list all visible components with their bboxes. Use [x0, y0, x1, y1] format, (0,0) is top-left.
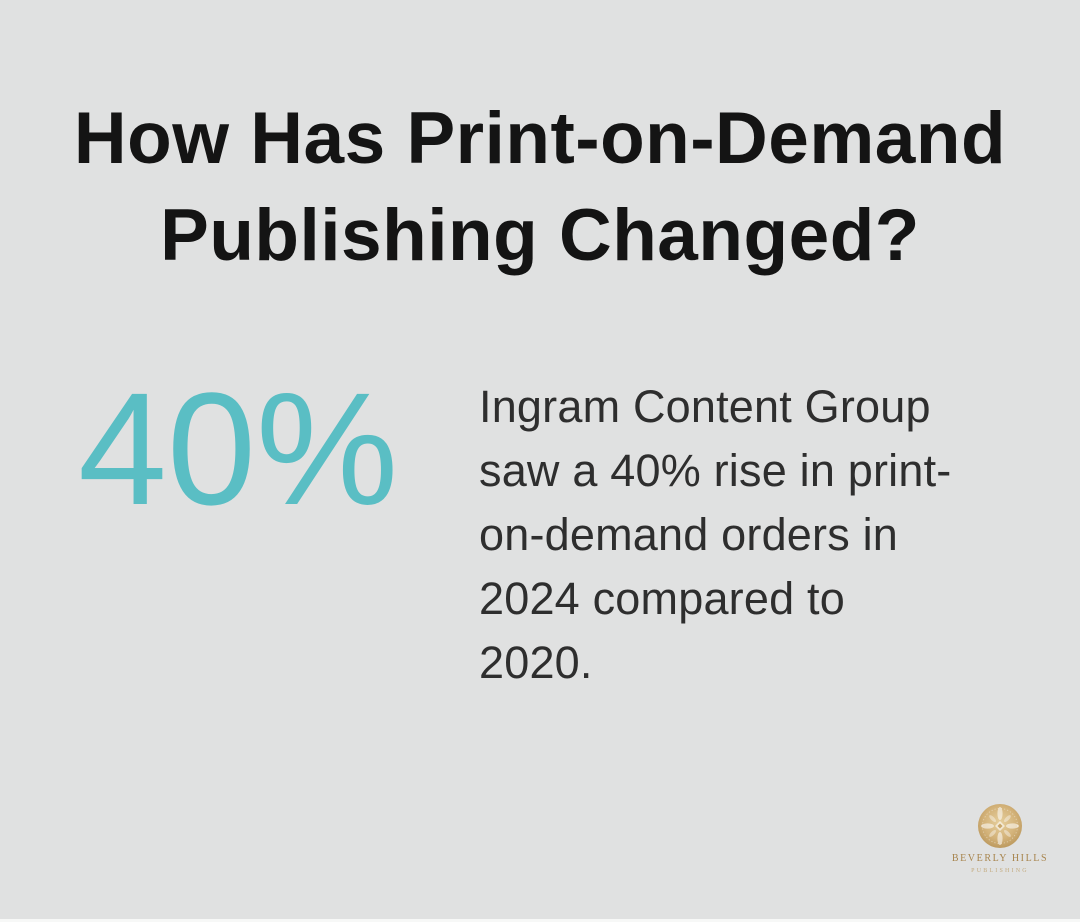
stat-value: 40% — [78, 359, 399, 538]
page-title-line-1: How Has Print-on-Demand — [73, 98, 1007, 179]
stat-description-line: on-demand orders in — [479, 509, 899, 560]
stat-description-line: Ingram Content Group — [479, 381, 931, 432]
stat-description-line: 2024 compared to — [479, 573, 845, 624]
publisher-subtitle: PUBLISHING — [971, 868, 1029, 874]
stat-description-line: 2020. — [479, 637, 593, 688]
page-title: How Has Print-on-Demand Publishing Chang… — [0, 90, 1080, 284]
stat-description: Ingram Content Group saw a 40% rise in p… — [479, 375, 1039, 695]
page-title-line-2: Publishing Changed? — [160, 195, 920, 276]
bottom-edge-divider — [0, 919, 1080, 922]
mandala-logo-icon — [978, 804, 1022, 848]
publisher-name: BEVERLY HILLS — [951, 853, 1049, 864]
stat-description-line: saw a 40% rise in print- — [479, 445, 952, 496]
publisher-logo: BEVERLY HILLS PUBLISHING — [920, 803, 1080, 876]
